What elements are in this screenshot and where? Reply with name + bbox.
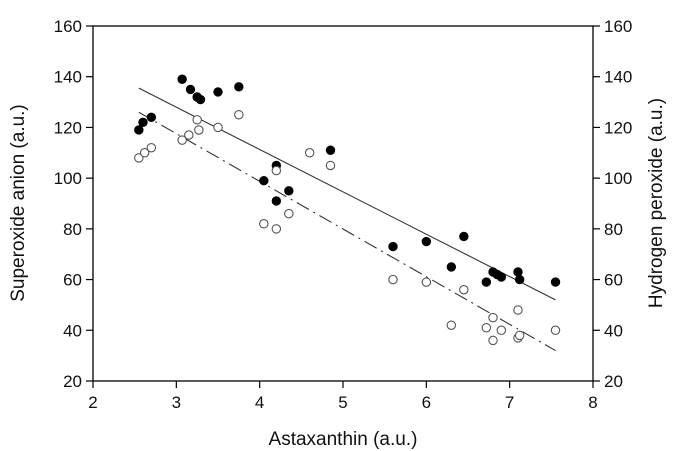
peroxide-point (184, 130, 194, 140)
peroxide-point (271, 224, 282, 234)
peroxide-point (304, 148, 315, 158)
peroxide-fit-line (138, 111, 556, 352)
x-tick-label: 6 (422, 393, 431, 412)
peroxide-point (388, 274, 398, 285)
peroxide-point (177, 135, 187, 145)
x-tick-label: 2 (88, 393, 97, 412)
right-y-tick-label: 20 (604, 372, 623, 391)
right-y-tick-label: 120 (604, 118, 632, 137)
superoxide-point (550, 277, 561, 287)
fit-lines (138, 87, 556, 352)
peroxide-point (514, 330, 525, 341)
peroxide-point (259, 219, 269, 229)
superoxide-point (259, 175, 269, 186)
superoxide-point (513, 267, 523, 277)
x-tick-label: 3 (172, 393, 181, 412)
superoxide-point (325, 145, 336, 155)
left-y-tick-label: 40 (63, 321, 82, 340)
left-y-tick-label: 140 (54, 68, 82, 87)
peroxide-point (325, 160, 336, 171)
left-y-axis-title: Superoxide anion (a.u.) (8, 104, 29, 302)
superoxide-point (177, 74, 187, 84)
superoxide-point (421, 236, 432, 247)
left-y-tick-label: 160 (54, 17, 82, 36)
right-y-tick-label: 100 (604, 169, 632, 188)
superoxide-point (388, 241, 398, 252)
left-y-tick-label: 60 (63, 271, 82, 290)
superoxide-point (271, 196, 282, 206)
peroxide-point (513, 305, 523, 315)
peroxide-point (139, 148, 150, 158)
peroxide-point (194, 125, 204, 135)
x-axis-title: Astaxanthin (a.u.) (269, 429, 418, 450)
peroxide-point (481, 322, 492, 333)
peroxide-point (550, 325, 561, 336)
right-y-axis-title: Hydrogen peroxide (a.u.) (646, 98, 667, 308)
x-tick-label: 4 (255, 393, 264, 412)
left-y-tick-label: 120 (54, 118, 82, 137)
left-y-tick-label: 20 (63, 372, 82, 391)
peroxide-point (496, 325, 507, 336)
superoxide-fit-line (138, 87, 556, 301)
peroxide-point (459, 284, 469, 295)
right-y-tick-label: 80 (604, 220, 623, 239)
peroxide-point (284, 208, 294, 219)
peroxide-point (488, 335, 498, 346)
right-y-tick-label: 60 (604, 271, 623, 290)
x-tick-label: 7 (505, 393, 514, 412)
superoxide-point (446, 262, 457, 272)
data-points (134, 74, 561, 346)
superoxide-point (138, 117, 148, 128)
superoxide-point (234, 82, 244, 92)
superoxide-point (496, 272, 507, 282)
axis-ticks (86, 25, 600, 388)
peroxide-point (146, 142, 157, 153)
superoxide-point (514, 274, 525, 285)
superoxide-point (185, 84, 196, 95)
superoxide-point (134, 125, 144, 135)
peroxide-point (134, 153, 144, 163)
peroxide-point (213, 122, 223, 133)
superoxide-point (481, 277, 492, 287)
right-y-tick-label: 140 (604, 68, 632, 87)
superoxide-point (213, 87, 223, 97)
x-tick-label: 8 (588, 393, 597, 412)
x-tick-label: 5 (338, 393, 347, 412)
superoxide-point (284, 186, 294, 196)
superoxide-point (195, 94, 206, 105)
peroxide-point (488, 312, 498, 323)
peroxide-point (271, 165, 282, 176)
peroxide-point (446, 320, 457, 330)
tick-labels: 2 3 4 5 6 7 8 20 20 40 40 60 60 80 80 100 100 120 120 140 14… (54, 17, 633, 412)
superoxide-point (459, 231, 469, 242)
peroxide-point (421, 277, 432, 287)
peroxide-point (192, 115, 202, 125)
left-y-tick-label: 80 (63, 220, 82, 239)
peroxide-point (234, 110, 244, 120)
right-y-tick-label: 160 (604, 17, 632, 36)
left-y-tick-label: 100 (54, 169, 82, 188)
right-y-tick-label: 40 (604, 321, 623, 340)
superoxide-point (146, 112, 157, 122)
plot-frame (92, 25, 594, 382)
